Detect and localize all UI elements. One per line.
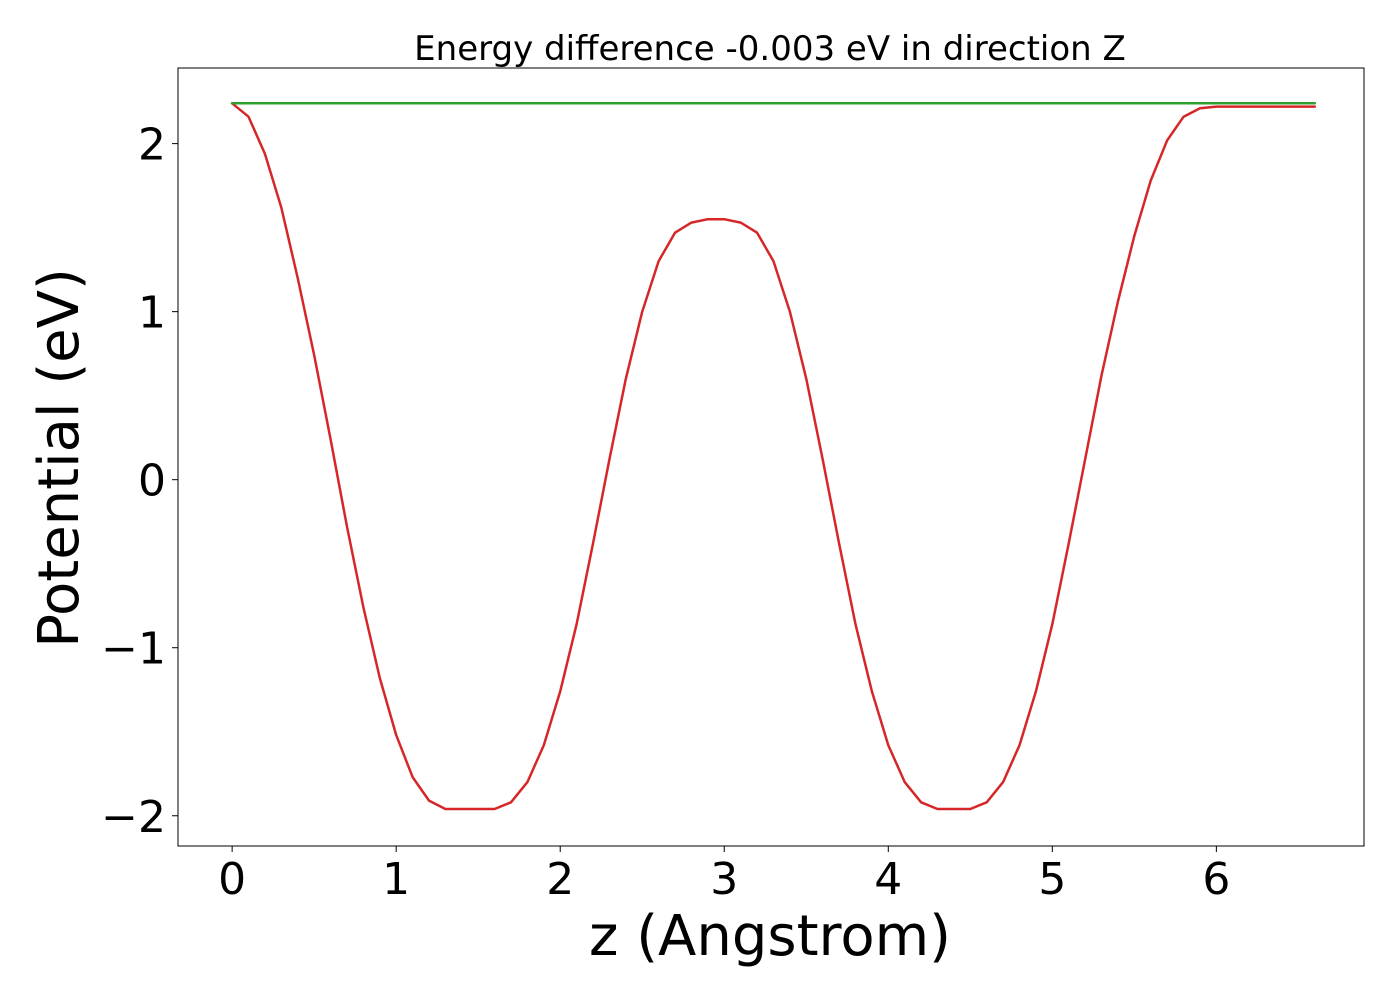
x-axis-title: z (Angstrom) — [589, 904, 951, 969]
y-tick-label: −2 — [101, 792, 166, 843]
x-tick-label: 4 — [874, 854, 902, 905]
x-tick-label: 0 — [218, 854, 246, 905]
y-tick-label: −1 — [101, 624, 166, 675]
x-tick-label: 5 — [1038, 854, 1066, 905]
series-line-0 — [230, 102, 1317, 811]
x-tick-label: 3 — [710, 854, 738, 905]
x-tick-label: 1 — [382, 854, 410, 905]
x-tick-label: 2 — [546, 854, 574, 905]
y-tick-label: 0 — [138, 456, 166, 507]
y-tick-label: 1 — [138, 288, 166, 339]
chart-title: Energy difference -0.003 eV in direction… — [414, 29, 1126, 69]
plot-frame — [177, 67, 1365, 847]
x-tick-label: 6 — [1202, 854, 1230, 905]
plot-area: 0 1 2 3 4 5 6 −2 −1 0 1 2 — [101, 67, 1365, 905]
y-axis-title: Potential (eV) — [27, 268, 92, 648]
y-tick-label: 2 — [138, 120, 166, 171]
